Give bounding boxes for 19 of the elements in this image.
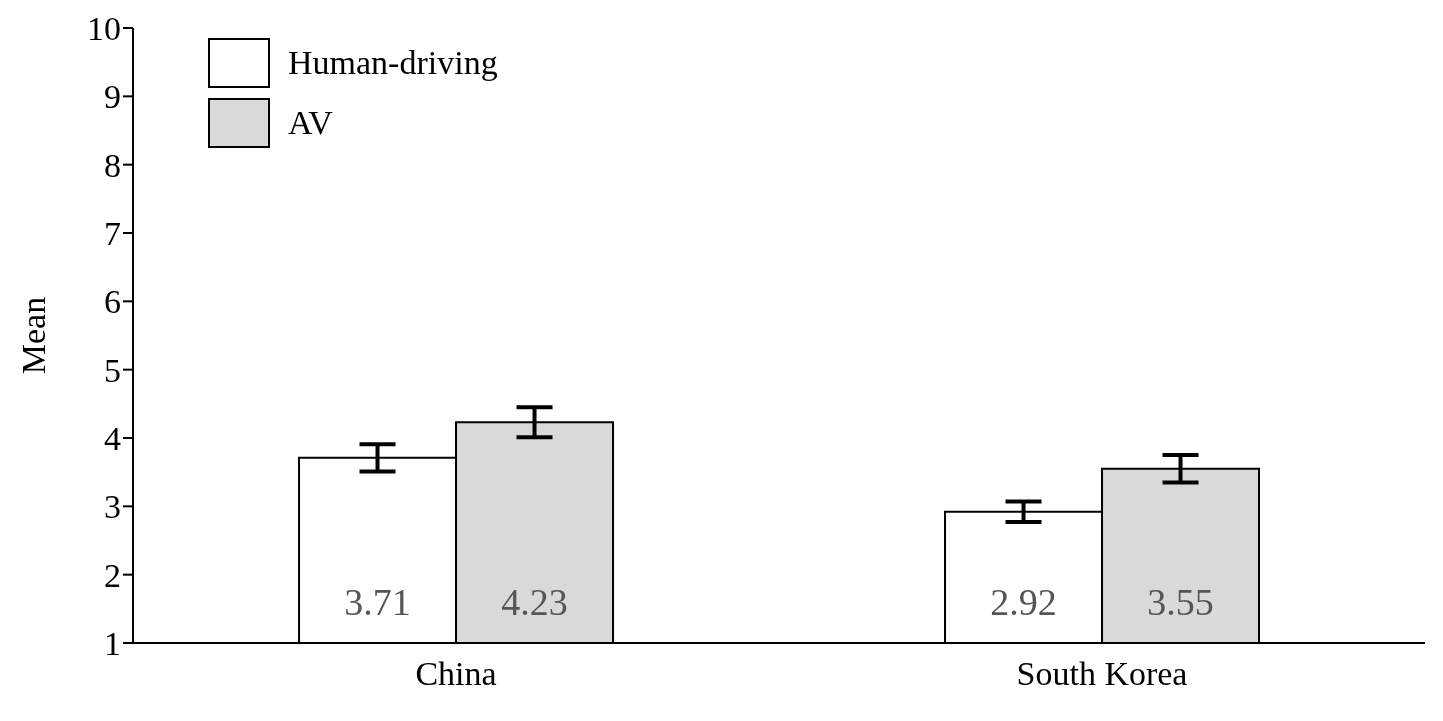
y-tick-label: 10 bbox=[87, 10, 121, 48]
legend-label: Human-driving bbox=[288, 44, 498, 82]
y-tick-label: 9 bbox=[104, 78, 121, 116]
y-tick-label: 2 bbox=[104, 556, 121, 594]
y-tick-label: 4 bbox=[104, 420, 121, 458]
y-tick-label: 6 bbox=[104, 283, 121, 321]
y-tick-label: 3 bbox=[104, 488, 121, 526]
y-tick-label: 8 bbox=[104, 146, 121, 184]
x-tick-label: South Korea bbox=[1016, 655, 1188, 693]
y-tick-label: 7 bbox=[104, 215, 121, 253]
y-axis-title: Mean bbox=[15, 296, 53, 375]
data-label: 4.23 bbox=[501, 581, 568, 623]
data-label: 2.92 bbox=[990, 581, 1057, 623]
data-label: 3.71 bbox=[344, 581, 411, 623]
y-tick-label: 5 bbox=[104, 351, 121, 389]
data-label: 3.55 bbox=[1147, 581, 1214, 623]
y-tick-label: 1 bbox=[104, 625, 121, 663]
x-tick-label: China bbox=[415, 655, 497, 693]
legend-label: AV bbox=[288, 104, 333, 142]
